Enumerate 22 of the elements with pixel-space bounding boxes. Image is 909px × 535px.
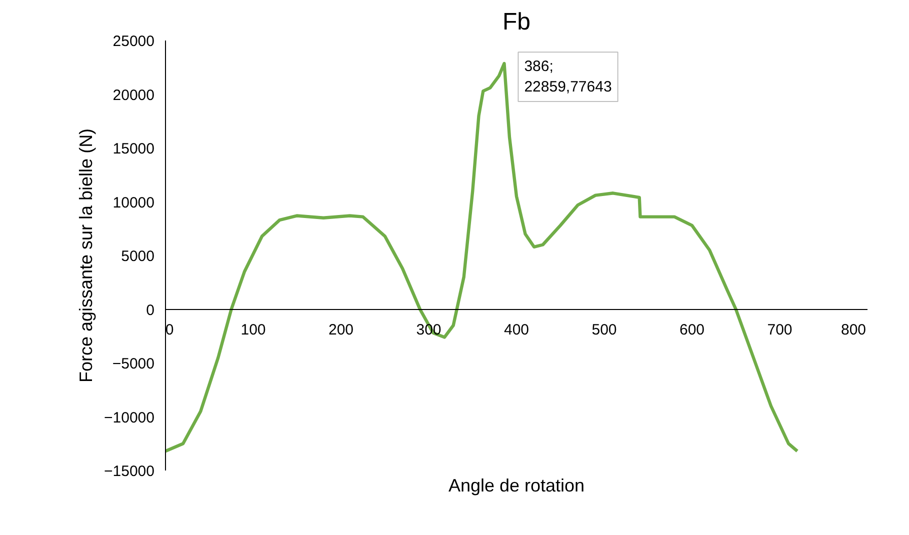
annotation: 386; 22859,77643: [524, 58, 612, 96]
x-axis-title: Angle de rotation: [448, 476, 585, 496]
line-series: [166, 62, 799, 453]
x-tick-label: 0: [165, 321, 174, 338]
x-tick-label: 500: [592, 321, 617, 338]
y-axis-title: Force agissante sur la bielle (N): [76, 128, 96, 383]
x-tick-label: 100: [240, 321, 266, 338]
y-tick-label: 15000: [112, 140, 155, 158]
x-tick-label: 600: [679, 321, 705, 338]
x-tick-label: 700: [767, 321, 792, 338]
y-tick-label: 25000: [112, 33, 155, 50]
y-tick-label: 10000: [112, 194, 155, 212]
y-tick-label: −15000: [104, 463, 155, 480]
chart-title: Fb: [502, 8, 531, 36]
y-tick-label: −5000: [112, 356, 155, 372]
x-tick-label: 400: [504, 321, 530, 338]
x-tick-label: 800: [840, 321, 866, 338]
y-tick-label: 0: [146, 302, 154, 319]
y-tick-label: 5000: [121, 248, 155, 265]
y-tick-label: −10000: [104, 409, 155, 426]
y-tick-label: 20000: [112, 86, 155, 104]
x-tick-label: 200: [328, 321, 354, 338]
